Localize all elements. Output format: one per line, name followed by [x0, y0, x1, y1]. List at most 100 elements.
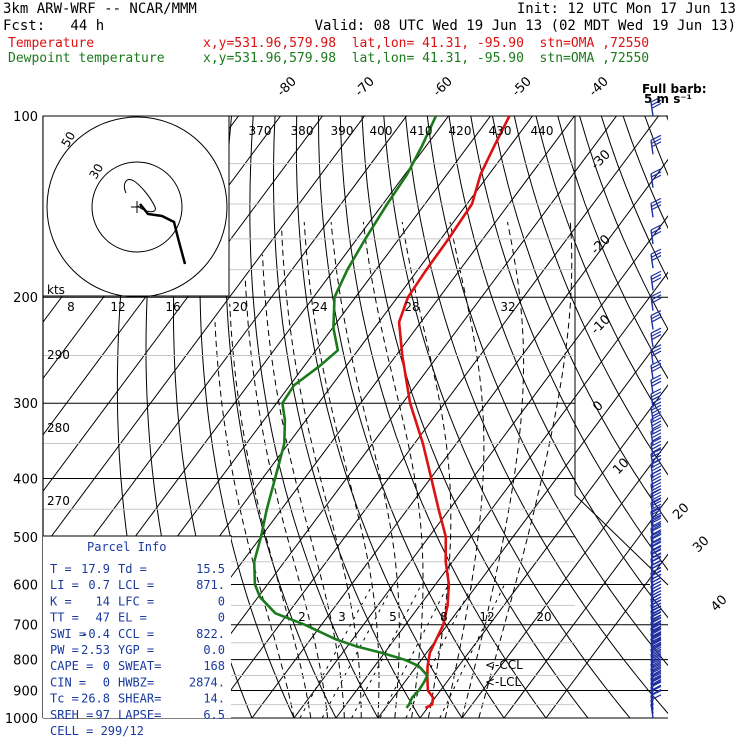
wind-barb	[650, 224, 662, 245]
parcel-param-value: 0	[218, 611, 225, 625]
isotherm-line	[251, 158, 668, 718]
parcel-param-label: LFC =	[118, 594, 154, 608]
parcel-param-value: 0	[103, 675, 110, 689]
wind-barb-flag	[651, 141, 662, 148]
dry-adiabat-line	[361, 116, 589, 718]
moist-adiabat-line	[444, 221, 485, 718]
wind-barb-flag	[651, 475, 662, 482]
theta-e-label: 400	[370, 124, 393, 138]
wind-barb-flag	[651, 423, 662, 430]
wind-barb-flag	[651, 506, 662, 513]
wind-barb-flag	[651, 478, 662, 485]
wind-barb	[650, 310, 662, 330]
wind-barb-flag	[651, 628, 662, 635]
wind-barb-flag	[651, 620, 662, 627]
wind-barb-flag	[651, 637, 662, 644]
wind-barb-flag	[651, 391, 662, 398]
wind-barb-staff	[650, 173, 654, 188]
wind-barb-staff	[650, 365, 654, 380]
wind-barb-flag	[651, 555, 662, 562]
mixing-ratio-label: 20	[536, 610, 551, 624]
wind-barb-flag	[651, 417, 662, 424]
wind-barb-flag	[651, 669, 662, 676]
pressure-tick-label: 200	[13, 291, 38, 306]
pressure-tick-label: 1000	[5, 712, 38, 727]
dry-adiabat-line	[557, 116, 668, 380]
lcl-marker: <-LCL	[485, 675, 521, 689]
wind-barb-flag	[651, 602, 662, 609]
wind-barb-flag	[651, 362, 662, 369]
wind-barb-flag	[651, 255, 662, 262]
wind-barb-staff	[650, 654, 654, 669]
isotherm-label: 40	[708, 593, 730, 615]
wind-barb-flag	[651, 443, 662, 450]
wind-barb-flag	[651, 520, 662, 527]
ccl-marker: <-CCL	[485, 658, 523, 672]
wind-barb-flag	[651, 639, 662, 646]
parcel-param-value: 6.5	[203, 708, 225, 722]
wind-barb-staff	[650, 638, 654, 653]
wind-barb-flag	[651, 394, 662, 401]
wind-barb-flag	[651, 380, 662, 387]
pressure-tick-label: 600	[13, 578, 38, 593]
theta-e-label: 410	[410, 124, 433, 138]
wind-barb	[650, 327, 662, 348]
pressure-tick-label: 800	[13, 654, 38, 669]
parcel-param-label: LAPSE=	[118, 708, 161, 722]
wind-barb-flag	[651, 454, 662, 461]
wind-barb-flag	[651, 488, 662, 495]
wind-barb-staff	[650, 592, 654, 607]
hodograph-ring-label: 30	[86, 161, 106, 181]
temperature-legend-label: Temperature	[8, 36, 95, 51]
wind-barb-staff	[650, 648, 654, 664]
dry-adiabat-line	[666, 116, 668, 121]
parcel-param-value: 2874.	[189, 675, 225, 689]
wind-barb-flag	[651, 583, 662, 590]
wind-barb-staff	[650, 598, 654, 613]
wind-barb-flag	[651, 494, 662, 501]
parcel-param-label: K =	[50, 594, 72, 608]
wind-barb-staff	[650, 315, 654, 330]
hodograph-trace	[139, 203, 187, 265]
moist-adiabat-line	[401, 221, 452, 718]
isotherm-line	[461, 440, 668, 718]
isotherm-line	[209, 116, 659, 718]
theta-e-label: 440	[531, 124, 554, 138]
parcel-info-title: Parcel Info	[87, 540, 166, 554]
model-title: 3km ARW-WRF -- NCAR/MMM	[3, 1, 197, 17]
wind-barb-staff	[650, 101, 654, 117]
isotherm-line	[293, 215, 668, 718]
wind-barb-flag	[651, 654, 662, 662]
wind-barb-flag	[650, 224, 662, 231]
parcel-param-value: 15.5	[196, 562, 225, 576]
moist-adiabat-line	[461, 221, 525, 718]
wind-barb-flag	[651, 608, 662, 615]
parcel-param-value: 871.	[196, 578, 225, 592]
wind-barb-flag	[651, 297, 662, 304]
wind-barb-flag	[651, 465, 662, 472]
parcel-param-value: 0	[218, 594, 225, 608]
wind-barb	[650, 359, 662, 380]
wind-barb-staff	[650, 493, 654, 508]
dewpoint-legend-info: x,y=531.96,579.98 lat,lon= 41.31, -95.90…	[203, 51, 650, 66]
speed-tick-label: 8	[67, 300, 75, 314]
isotherm-label: -60	[430, 74, 456, 100]
isotherm-label: -50	[509, 74, 535, 100]
dry-adiabat-line	[513, 116, 668, 476]
temperature-legend-info: x,y=531.96,579.98 lat,lon= 41.31, -95.90…	[203, 36, 650, 51]
wind-barb-flag	[651, 347, 662, 354]
wind-barb-flag	[650, 291, 662, 298]
theta-e-label: 390	[331, 124, 354, 138]
theta-e-label: 380	[291, 124, 314, 138]
parcel-param-value: 97	[96, 708, 110, 722]
wind-barb-flag	[651, 174, 662, 181]
wind-barb-staff	[650, 419, 654, 434]
wind-barb-flag	[651, 273, 662, 280]
speed-tick-label: 28	[404, 300, 419, 314]
wind-barb-flag	[651, 562, 662, 569]
wind-barb-flag	[651, 420, 662, 427]
wind-barb-flag	[651, 569, 662, 576]
wind-barb-staff	[650, 610, 654, 625]
isotherm-line	[545, 553, 668, 718]
wind-barb-flag	[651, 137, 662, 145]
